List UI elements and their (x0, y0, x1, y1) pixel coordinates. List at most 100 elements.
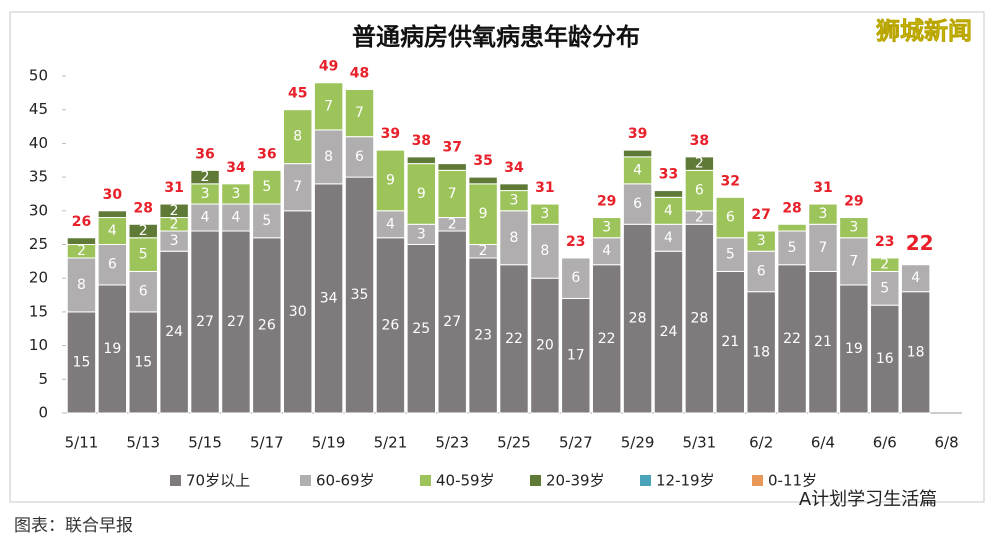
total-label: 34 (504, 160, 524, 176)
bar-segment (97, 210, 128, 219)
segment-label: 4 (664, 230, 673, 246)
bar-segment (252, 203, 282, 239)
bar-segment (190, 203, 220, 232)
total-label: 31 (164, 180, 183, 196)
bar-segment (870, 304, 900, 414)
segment-label: 16 (876, 351, 894, 367)
segment-label: 2 (695, 156, 704, 172)
segment-label: 4 (386, 216, 395, 232)
total-label: 48 (350, 65, 369, 81)
total-label: 27 (751, 207, 770, 223)
footer-badge: A计划学习生活篇 (799, 489, 937, 510)
segment-label: 7 (819, 240, 828, 256)
bar-segment (746, 230, 776, 252)
y-tick-label: 0 (38, 404, 48, 422)
bar-segment (839, 284, 869, 414)
segment-label: 6 (571, 270, 580, 286)
x-tick-label: 6/4 (811, 434, 835, 452)
total-label: 39 (628, 126, 647, 142)
legend-swatch (170, 475, 181, 486)
bar-segment (684, 223, 715, 414)
segment-label: 15 (134, 354, 152, 370)
bar-segment (66, 237, 97, 245)
bar-segment (530, 203, 560, 225)
segment-label: 22 (598, 331, 616, 347)
segment-label: 7 (355, 105, 364, 121)
segment-label: 8 (77, 277, 86, 293)
segment-label: 9 (479, 206, 488, 222)
segment-label: 5 (262, 213, 271, 229)
bar-segment (622, 183, 653, 225)
legend-label: 20-39岁 (546, 472, 605, 490)
bar-segment (406, 244, 437, 414)
bar-segment (653, 250, 684, 414)
x-tick-label: 5/31 (683, 434, 717, 452)
segment-label: 2 (170, 203, 179, 219)
segment-label: 7 (293, 179, 302, 195)
segment-label: 34 (320, 290, 338, 306)
segment-label: 26 (381, 317, 399, 333)
segment-label: 5 (726, 247, 735, 263)
segment-label: 22 (783, 331, 801, 347)
segment-label: 21 (814, 334, 832, 350)
bar-segment (375, 149, 406, 212)
y-tick-label: 15 (29, 302, 48, 320)
segment-label: 7 (448, 186, 457, 202)
segment-label: 3 (540, 206, 549, 222)
bar-segment (344, 136, 375, 178)
bar-segment (468, 183, 498, 245)
y-tick-label: 35 (29, 168, 48, 186)
segment-label: 22 (505, 331, 523, 347)
segment-label: 4 (201, 210, 210, 226)
total-label: 49 (319, 59, 338, 75)
y-tick-label: 25 (29, 235, 48, 253)
total-label: 28 (133, 200, 152, 216)
bar-segment (746, 291, 776, 414)
x-tick-label: 5/23 (435, 434, 469, 452)
x-tick-label: 5/15 (188, 434, 222, 452)
bar-segment (313, 183, 344, 414)
segment-label: 2 (479, 243, 488, 259)
bar-segment (406, 163, 437, 225)
bar-segment (252, 169, 282, 205)
segment-label: 27 (227, 314, 245, 330)
bar-segment (653, 223, 684, 252)
total-label: 36 (257, 146, 276, 162)
total-label: 30 (103, 187, 123, 203)
bar-segment (622, 149, 653, 158)
y-tick-label: 5 (38, 370, 48, 388)
legend-swatch (640, 475, 651, 486)
segment-label: 8 (540, 243, 549, 259)
total-label: 38 (412, 133, 431, 149)
segment-label: 2 (448, 216, 457, 232)
segment-label: 7 (849, 253, 858, 269)
source-note: 图表：联合早报 (14, 516, 133, 536)
segment-label: 4 (108, 223, 117, 239)
bar-segment (499, 183, 529, 192)
segment-label: 5 (262, 179, 271, 195)
total-label: 22 (906, 231, 934, 255)
bar-segment (808, 270, 838, 414)
legend-swatch (420, 475, 431, 486)
bar-segment (375, 237, 406, 414)
bar-segment (746, 250, 776, 293)
bar-segment (159, 250, 189, 414)
x-tick-label: 5/19 (312, 434, 346, 452)
total-label: 29 (597, 194, 616, 210)
x-tick-label: 5/27 (559, 434, 593, 452)
segment-label: 35 (351, 287, 369, 303)
segment-label: 4 (633, 162, 642, 178)
segment-label: 25 (412, 321, 430, 337)
segment-label: 3 (417, 226, 426, 242)
segment-label: 3 (510, 193, 519, 209)
total-label: 35 (473, 153, 492, 169)
x-tick-label: 5/11 (65, 434, 99, 452)
segment-label: 8 (324, 149, 333, 165)
segment-label: 4 (664, 203, 673, 219)
segment-label: 3 (819, 206, 828, 222)
y-tick-label: 45 (29, 100, 48, 118)
segment-label: 27 (443, 314, 461, 330)
legend-label: 12-19岁 (656, 472, 715, 490)
bar-segment (591, 264, 622, 414)
